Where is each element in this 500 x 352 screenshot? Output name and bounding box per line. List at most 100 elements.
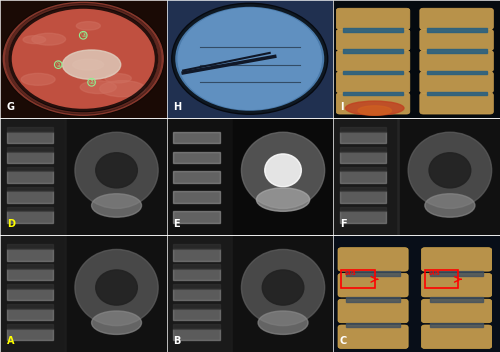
Text: E: E — [173, 219, 180, 229]
Ellipse shape — [242, 250, 324, 326]
Bar — [6, 132, 54, 143]
Text: C: C — [340, 336, 347, 346]
Bar — [426, 70, 486, 74]
Bar — [6, 127, 54, 132]
Bar — [173, 244, 220, 249]
Bar — [346, 297, 400, 302]
FancyBboxPatch shape — [336, 8, 410, 29]
FancyBboxPatch shape — [338, 299, 408, 323]
FancyBboxPatch shape — [420, 51, 494, 72]
Bar — [340, 127, 386, 132]
Circle shape — [178, 8, 322, 109]
Ellipse shape — [23, 36, 46, 44]
Bar — [342, 270, 375, 288]
Bar — [233, 118, 333, 235]
Bar — [340, 147, 386, 152]
FancyBboxPatch shape — [338, 248, 408, 271]
Bar — [173, 171, 220, 183]
Bar — [6, 269, 54, 281]
Bar — [0, 118, 64, 235]
Bar — [6, 249, 54, 260]
Ellipse shape — [76, 21, 100, 30]
Bar — [340, 171, 386, 183]
Ellipse shape — [358, 106, 392, 115]
Bar — [173, 324, 220, 328]
Bar — [6, 324, 54, 328]
FancyBboxPatch shape — [338, 325, 408, 348]
Bar — [340, 132, 386, 143]
Bar — [343, 49, 403, 53]
Ellipse shape — [242, 132, 324, 208]
Bar — [233, 235, 333, 352]
Bar — [173, 328, 220, 340]
Bar — [66, 118, 166, 235]
Bar — [173, 269, 220, 281]
Bar — [6, 152, 54, 163]
FancyBboxPatch shape — [336, 93, 410, 114]
Text: H: H — [173, 102, 182, 112]
Text: G: G — [6, 102, 14, 112]
FancyBboxPatch shape — [420, 8, 494, 29]
Bar — [343, 28, 403, 32]
Ellipse shape — [75, 250, 158, 326]
Text: L4/5: L4/5 — [428, 271, 440, 276]
Ellipse shape — [264, 154, 302, 187]
FancyBboxPatch shape — [336, 72, 410, 93]
Bar — [426, 92, 486, 95]
Ellipse shape — [21, 73, 55, 85]
Bar — [6, 304, 54, 309]
Ellipse shape — [100, 81, 146, 97]
Bar — [6, 284, 54, 289]
Ellipse shape — [32, 33, 66, 45]
Bar — [426, 28, 486, 32]
FancyBboxPatch shape — [422, 325, 492, 348]
FancyBboxPatch shape — [422, 248, 492, 271]
Bar — [6, 207, 54, 211]
Bar — [166, 235, 230, 352]
Bar — [430, 271, 484, 276]
Bar — [66, 235, 166, 352]
Circle shape — [173, 5, 326, 113]
Text: F: F — [340, 219, 346, 229]
Bar — [6, 244, 54, 249]
Ellipse shape — [92, 311, 142, 334]
Text: A: A — [6, 336, 14, 346]
Bar — [426, 49, 486, 53]
Text: B: B — [173, 336, 180, 346]
Text: ③: ③ — [80, 32, 86, 38]
Ellipse shape — [80, 81, 116, 94]
Ellipse shape — [92, 194, 142, 217]
Bar — [425, 270, 458, 288]
FancyBboxPatch shape — [420, 72, 494, 93]
Text: I: I — [340, 102, 343, 112]
Bar — [173, 289, 220, 300]
Bar — [430, 297, 484, 302]
Bar — [6, 147, 54, 152]
Bar — [340, 167, 386, 171]
Ellipse shape — [96, 270, 138, 305]
Ellipse shape — [62, 50, 120, 79]
FancyBboxPatch shape — [336, 51, 410, 72]
Bar — [340, 211, 386, 223]
Bar — [343, 92, 403, 95]
Bar — [430, 323, 484, 327]
Ellipse shape — [346, 101, 404, 115]
FancyBboxPatch shape — [422, 274, 492, 297]
Ellipse shape — [75, 132, 158, 208]
Bar — [173, 211, 220, 223]
Bar — [340, 207, 386, 211]
Ellipse shape — [72, 59, 104, 70]
Ellipse shape — [258, 311, 308, 334]
FancyBboxPatch shape — [420, 93, 494, 114]
Text: D: D — [6, 219, 14, 229]
Bar — [173, 309, 220, 320]
Bar — [173, 284, 220, 289]
Ellipse shape — [105, 74, 132, 83]
Bar — [173, 152, 220, 163]
Bar — [343, 70, 403, 74]
FancyBboxPatch shape — [336, 29, 410, 51]
Ellipse shape — [408, 132, 492, 208]
Ellipse shape — [256, 188, 310, 211]
Text: ②: ② — [88, 79, 94, 85]
Text: ①: ① — [55, 62, 62, 68]
